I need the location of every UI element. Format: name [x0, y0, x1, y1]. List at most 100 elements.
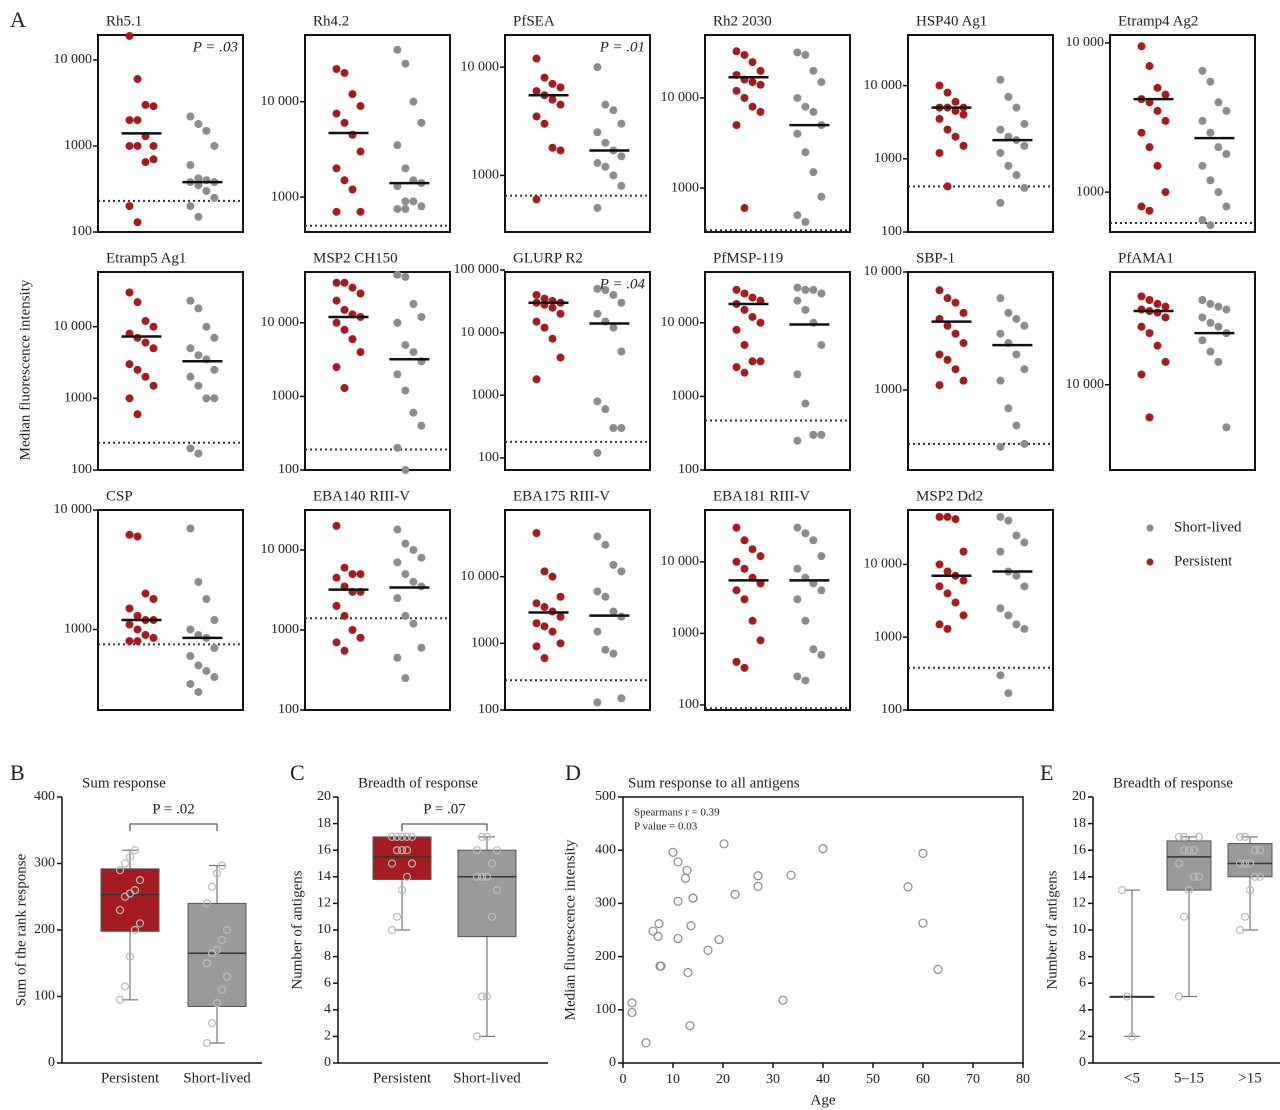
data-point [609, 106, 618, 115]
data-point [348, 625, 357, 634]
data-point [617, 423, 626, 432]
data-point [210, 333, 219, 342]
data-point [340, 384, 349, 393]
data-point [740, 536, 749, 545]
data-point [1206, 221, 1215, 230]
data-point [356, 348, 365, 357]
data-point [133, 637, 142, 646]
data-point [996, 376, 1005, 385]
data-point [685, 1021, 695, 1031]
data-point [996, 604, 1005, 613]
data-point [540, 603, 549, 612]
data-point [609, 423, 618, 432]
y-tick-label: 100 [71, 462, 92, 477]
data-point [935, 582, 944, 591]
data-point [409, 348, 418, 357]
y-tick-label: 10 000 [461, 325, 500, 340]
data-point [407, 832, 417, 842]
bracket [401, 823, 488, 831]
panel-label: C [290, 760, 305, 785]
data-point [1250, 846, 1260, 855]
data-point [130, 846, 140, 855]
data-point [648, 926, 658, 936]
data-point [801, 102, 810, 111]
data-point [397, 832, 407, 842]
y-tick-label: 14 [1072, 869, 1086, 884]
data-point [951, 97, 960, 106]
data-point [1004, 161, 1013, 170]
data-point [387, 832, 397, 842]
data-point [996, 512, 1005, 521]
data-point [1020, 141, 1029, 150]
data-point [186, 296, 195, 305]
data-point [740, 340, 749, 349]
data-point [186, 112, 195, 121]
plot-frame [907, 271, 1054, 471]
y-tick-label: 1000 [671, 180, 699, 195]
data-point [793, 370, 802, 379]
data-point [809, 645, 818, 654]
data-point [149, 155, 158, 164]
data-point [1245, 859, 1255, 868]
data-point [593, 627, 602, 636]
plot-frame [304, 34, 451, 233]
data-point [1012, 171, 1021, 180]
data-point [392, 846, 402, 855]
data-point [609, 560, 618, 569]
data-point [809, 107, 818, 116]
data-point [409, 300, 418, 309]
data-point [340, 325, 349, 334]
data-point [393, 204, 402, 213]
panel-title: Rh5.1 [106, 13, 142, 29]
y-tick-label: 1000 [874, 151, 902, 166]
data-point [943, 294, 952, 303]
data-point [125, 394, 134, 403]
legend-label: Persistent [1174, 553, 1233, 569]
data-point [202, 899, 212, 908]
data-point [548, 143, 557, 152]
data-point [409, 97, 418, 106]
data-point [125, 637, 134, 646]
y-tick-label: 100 [881, 224, 902, 239]
data-point [601, 100, 610, 109]
data-point [1020, 119, 1029, 128]
data-point [477, 872, 487, 881]
data-point [402, 846, 412, 855]
data-point [487, 912, 497, 921]
data-point [340, 563, 349, 572]
data-point [1179, 846, 1189, 855]
y-tick-label: 100 [881, 702, 902, 717]
y-tick-label: 16 [317, 842, 331, 857]
data-point [1153, 83, 1162, 92]
plot-frame [504, 509, 651, 711]
data-point [393, 558, 402, 567]
data-point [393, 525, 402, 534]
y-tick-label: 0 [609, 1055, 616, 1070]
y-tick-label: 12 [1072, 896, 1086, 911]
data-point [202, 1038, 212, 1048]
data-point [951, 598, 960, 607]
data-point [996, 75, 1005, 84]
data-point [1214, 322, 1223, 331]
data-point [793, 211, 802, 220]
data-point [951, 132, 960, 141]
data-point [609, 171, 618, 180]
panel-title: EBA140 RIII-V [313, 488, 410, 504]
data-point [540, 323, 549, 332]
data-point [210, 673, 219, 682]
data-point [556, 309, 565, 318]
data-point [194, 577, 203, 586]
data-point [756, 636, 765, 645]
data-point [617, 119, 626, 128]
data-point [477, 832, 487, 842]
y-tick-label: 12 [317, 896, 331, 911]
data-point [133, 410, 142, 419]
data-point [210, 193, 219, 202]
data-point [125, 288, 134, 297]
data-point [332, 65, 341, 74]
data-point [1235, 925, 1245, 935]
data-point [593, 397, 602, 406]
panel-title: MSP2 Dd2 [916, 488, 983, 504]
data-point [959, 376, 968, 385]
data-point [1137, 370, 1146, 379]
